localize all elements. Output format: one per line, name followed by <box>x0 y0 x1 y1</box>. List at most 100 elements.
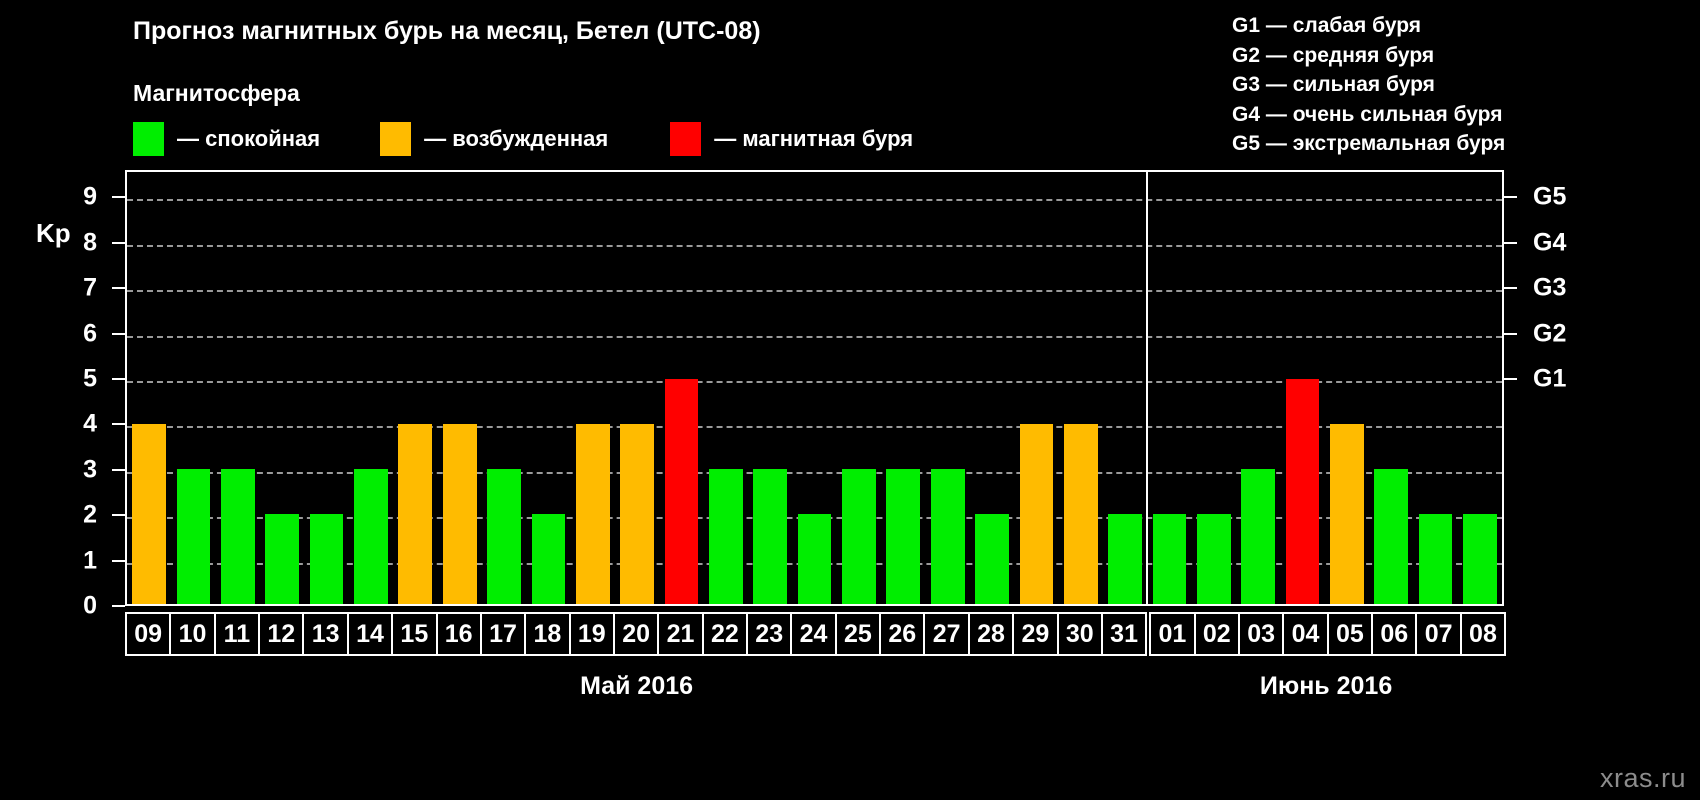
bar-07[interactable] <box>1418 514 1453 604</box>
bar-30[interactable] <box>1063 424 1098 604</box>
bar-09[interactable] <box>132 424 167 604</box>
day-label-26[interactable]: 26 <box>879 612 926 656</box>
bar-19[interactable] <box>575 424 610 604</box>
day-label-20[interactable]: 20 <box>612 612 660 656</box>
day-label-23[interactable]: 23 <box>746 612 793 656</box>
bar-cell-22[interactable] <box>704 172 748 604</box>
day-label-05[interactable]: 05 <box>1326 612 1374 656</box>
bar-15[interactable] <box>398 424 433 604</box>
day-label-02[interactable]: 02 <box>1193 612 1240 656</box>
bar-31[interactable] <box>1108 514 1142 604</box>
bar-18[interactable] <box>531 514 566 604</box>
day-label-08[interactable]: 08 <box>1459 612 1507 656</box>
day-label-27[interactable]: 27 <box>923 612 970 656</box>
bar-cell-28[interactable] <box>970 172 1014 604</box>
bar-cell-06[interactable] <box>1369 172 1413 604</box>
bar-cell-03[interactable] <box>1236 172 1280 604</box>
bar-10[interactable] <box>176 469 211 604</box>
day-label-31[interactable]: 31 <box>1100 612 1148 656</box>
bar-23[interactable] <box>753 469 788 604</box>
bar-cell-13[interactable] <box>304 172 348 604</box>
bar-cell-18[interactable] <box>526 172 570 604</box>
bar-02[interactable] <box>1196 514 1231 604</box>
day-label-13[interactable]: 13 <box>302 612 349 656</box>
magnetosphere-heading: Магнитосфера <box>133 80 300 106</box>
day-label-12[interactable]: 12 <box>258 612 305 656</box>
bar-cell-27[interactable] <box>925 172 969 604</box>
bar-14[interactable] <box>354 469 388 604</box>
bar-04[interactable] <box>1285 379 1320 604</box>
day-label-29[interactable]: 29 <box>1012 612 1059 656</box>
bar-25[interactable] <box>842 469 876 604</box>
bar-06[interactable] <box>1374 469 1409 604</box>
day-label-18[interactable]: 18 <box>524 612 571 656</box>
bar-cell-23[interactable] <box>748 172 792 604</box>
day-label-21[interactable]: 21 <box>657 612 704 656</box>
bar-cell-08[interactable] <box>1458 172 1502 604</box>
bar-cell-02[interactable] <box>1192 172 1236 604</box>
bar-29[interactable] <box>1019 424 1054 604</box>
bar-08[interactable] <box>1463 514 1497 604</box>
bar-cell-17[interactable] <box>482 172 526 604</box>
bar-cell-16[interactable] <box>438 172 482 604</box>
bar-cell-30[interactable] <box>1059 172 1103 604</box>
day-label-09[interactable]: 09 <box>125 612 172 656</box>
g-scale-axis: G1 G2 G3 G4 G5 <box>1504 170 1700 606</box>
day-label-03[interactable]: 03 <box>1237 612 1285 656</box>
bar-cell-12[interactable] <box>260 172 304 604</box>
bar-cell-15[interactable] <box>393 172 437 604</box>
bar-cell-11[interactable] <box>216 172 260 604</box>
bar-27[interactable] <box>930 469 965 604</box>
storm-scale-row-g5: G5 — экстремальная буря <box>1232 129 1505 159</box>
day-label-17[interactable]: 17 <box>479 612 527 656</box>
day-label-01[interactable]: 01 <box>1149 612 1196 656</box>
day-label-28[interactable]: 28 <box>967 612 1015 656</box>
bar-cell-21[interactable] <box>659 172 703 604</box>
bar-28[interactable] <box>975 514 1009 604</box>
bar-03[interactable] <box>1241 469 1276 604</box>
day-label-15[interactable]: 15 <box>391 612 438 656</box>
day-label-07[interactable]: 07 <box>1415 612 1462 656</box>
bar-cell-20[interactable] <box>615 172 659 604</box>
bar-cell-26[interactable] <box>881 172 925 604</box>
y-tick-label-0: 0 <box>83 591 97 620</box>
gridline-kp-6 <box>127 335 1502 338</box>
bar-cell-19[interactable] <box>571 172 615 604</box>
bar-cell-31[interactable] <box>1103 172 1147 604</box>
day-label-11[interactable]: 11 <box>213 612 261 656</box>
day-label-04[interactable]: 04 <box>1282 612 1329 656</box>
bar-cell-29[interactable] <box>1014 172 1058 604</box>
day-label-25[interactable]: 25 <box>834 612 882 656</box>
bar-cell-05[interactable] <box>1325 172 1369 604</box>
bar-26[interactable] <box>886 469 921 604</box>
bar-cell-14[interactable] <box>349 172 393 604</box>
bar-12[interactable] <box>265 514 300 604</box>
bar-cell-07[interactable] <box>1413 172 1457 604</box>
day-label-30[interactable]: 30 <box>1056 612 1103 656</box>
bar-21[interactable] <box>664 379 699 604</box>
day-label-06[interactable]: 06 <box>1371 612 1418 656</box>
bar-17[interactable] <box>487 469 521 604</box>
bar-cell-24[interactable] <box>792 172 836 604</box>
day-label-10[interactable]: 10 <box>169 612 216 656</box>
day-label-16[interactable]: 16 <box>435 612 482 656</box>
bar-01[interactable] <box>1152 514 1187 604</box>
bar-cell-09[interactable] <box>127 172 171 604</box>
bar-11[interactable] <box>221 469 255 604</box>
bar-cell-25[interactable] <box>837 172 881 604</box>
bar-05[interactable] <box>1330 424 1364 604</box>
bar-20[interactable] <box>620 424 654 604</box>
day-label-19[interactable]: 19 <box>568 612 615 656</box>
bar-16[interactable] <box>442 424 477 604</box>
day-label-22[interactable]: 22 <box>701 612 749 656</box>
bar-13[interactable] <box>309 514 344 604</box>
storm-scale-legend: G1 — слабая буря G2 — средняя буря G3 — си… <box>1232 11 1505 159</box>
gridline-kp-8 <box>127 244 1502 247</box>
day-label-24[interactable]: 24 <box>790 612 837 656</box>
bar-cell-01[interactable] <box>1147 172 1191 604</box>
bar-cell-10[interactable] <box>171 172 215 604</box>
bar-cell-04[interactable] <box>1280 172 1324 604</box>
bar-24[interactable] <box>797 514 832 604</box>
day-label-14[interactable]: 14 <box>346 612 394 656</box>
bar-22[interactable] <box>709 469 743 604</box>
